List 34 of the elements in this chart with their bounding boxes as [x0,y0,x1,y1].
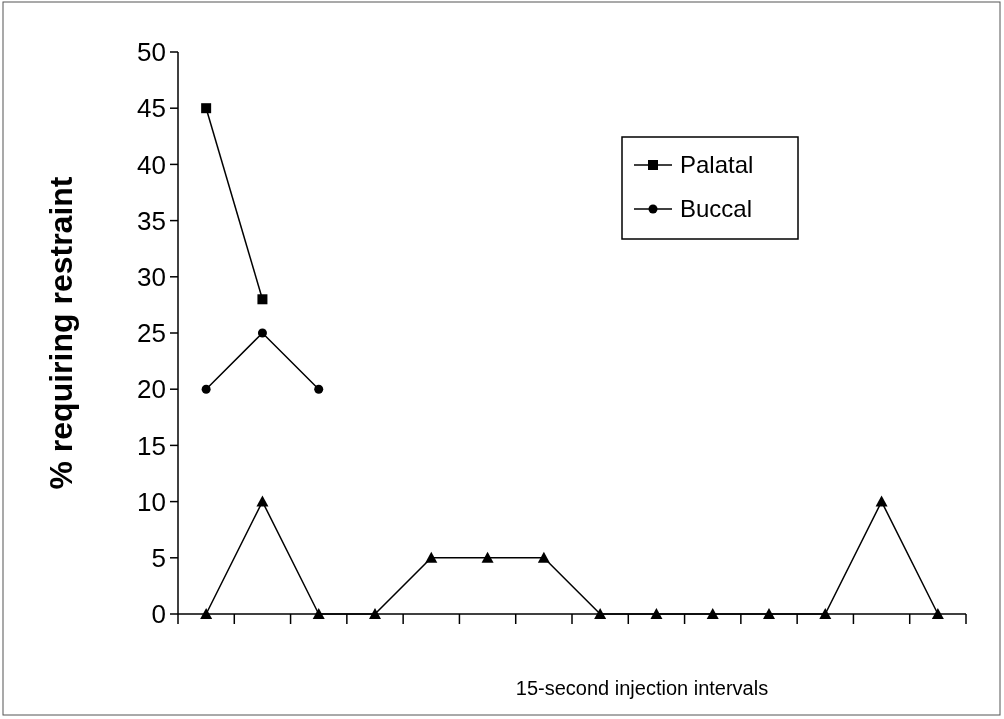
point [875,495,888,507]
y-tick-label: 35 [137,205,166,236]
legend-label: Buccal [680,195,753,223]
point [257,294,268,305]
y-tick-label: 0 [151,599,166,630]
y-axis-title: % requiring restraint [43,176,79,490]
point [931,608,944,619]
point [201,103,212,114]
x-axis-title: 15-second injection intervals [515,677,769,699]
y-tick-label: 20 [137,374,166,405]
point [369,608,381,619]
legend-label: Palatal [680,151,754,179]
point [256,495,269,507]
y-tick-label: 40 [137,149,166,180]
point [481,551,494,563]
point [594,608,607,619]
point [650,608,663,619]
point [537,551,550,563]
point [201,384,211,394]
y-tick-label: 5 [151,542,166,573]
y-tick-label: 25 [137,318,166,349]
y-tick-label: 50 [137,37,166,68]
point [312,608,325,619]
y-tick-label: 10 [137,486,166,517]
point [763,608,775,619]
point [200,608,213,619]
point [314,384,324,394]
point [819,608,832,619]
point [425,551,438,563]
y-tick-label: 15 [137,430,166,461]
point [706,608,719,619]
y-tick-label: 30 [137,261,166,292]
y-tick-label: 45 [137,93,166,124]
point [257,328,267,338]
